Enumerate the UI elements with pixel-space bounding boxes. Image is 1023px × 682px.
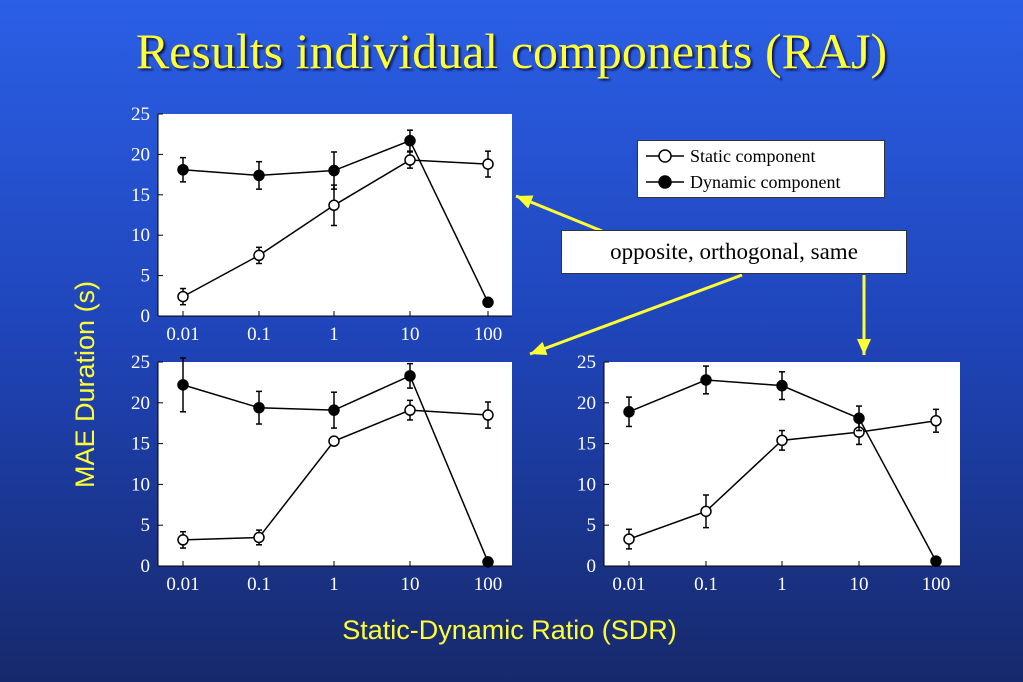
- filled-circle-marker-icon: [646, 175, 684, 189]
- data-point-dynamic: [253, 401, 265, 414]
- x-axis-label: Static-Dynamic Ratio (SDR): [0, 615, 1023, 646]
- data-point-static: [253, 531, 265, 544]
- data-point-dynamic: [930, 555, 942, 567]
- y-tick-label: 10: [577, 474, 596, 495]
- data-point-dynamic: [253, 169, 265, 182]
- y-tick-label: 0: [587, 556, 597, 577]
- legend-item-dynamic: Dynamic component: [644, 170, 840, 194]
- data-point-static: [482, 409, 494, 421]
- callout-arrows: [515, 194, 871, 356]
- data-point-static: [404, 404, 416, 416]
- data-point-dynamic: [404, 370, 416, 382]
- y-tick-label: 25: [577, 352, 596, 373]
- data-point-dynamic: [482, 556, 494, 568]
- y-tick-label: 20: [577, 393, 596, 414]
- data-point-static: [253, 249, 265, 262]
- x-tick-label: 0.01: [166, 574, 199, 595]
- y-tick-label: 20: [131, 144, 150, 165]
- data-point-dynamic: [482, 296, 494, 309]
- x-tick-label: 1: [329, 574, 339, 595]
- y-tick-label: 25: [131, 104, 150, 125]
- data-point-static: [482, 158, 494, 170]
- plot-area: [158, 362, 512, 566]
- x-tick-label: 0.1: [247, 324, 271, 345]
- y-tick-label: 5: [141, 266, 151, 287]
- data-point-dynamic: [853, 412, 865, 425]
- y-tick-label: 5: [587, 515, 597, 536]
- x-tick-label: 10: [401, 574, 420, 595]
- x-tick-label: 0.1: [247, 574, 271, 595]
- x-tick-label: 0.01: [166, 324, 199, 345]
- plot-area: [158, 114, 512, 316]
- arrow-to-bottom-left-head: [530, 341, 548, 355]
- data-point-static: [776, 434, 788, 447]
- y-tick-label: 5: [141, 515, 151, 536]
- x-tick-label: 1: [329, 324, 339, 345]
- y-tick-label: 10: [131, 474, 150, 495]
- data-point-static: [404, 154, 416, 166]
- callout-box: opposite, orthogonal, same: [561, 230, 907, 274]
- y-tick-label: 15: [131, 185, 150, 206]
- y-tick-label: 15: [577, 434, 596, 455]
- legend-dynamic-label: Dynamic component: [690, 171, 841, 192]
- x-tick-label: 10: [401, 324, 420, 345]
- x-tick-label: 1: [777, 574, 787, 595]
- data-point-dynamic: [700, 374, 712, 386]
- data-point-dynamic: [328, 404, 340, 416]
- legend: Static component Dynamic component: [637, 140, 885, 198]
- data-point-dynamic: [623, 406, 635, 418]
- data-point-static: [930, 415, 942, 427]
- y-tick-label: 15: [131, 434, 150, 455]
- x-tick-label: 10: [850, 574, 869, 595]
- y-tick-label: 25: [131, 352, 150, 373]
- y-tick-label: 10: [131, 225, 150, 246]
- slide-title: Results individual components (RAJ): [135, 23, 888, 79]
- data-point-dynamic: [177, 379, 189, 391]
- x-tick-label: 0.01: [612, 574, 645, 595]
- open-circle-marker-icon: [646, 149, 684, 163]
- x-tick-label: 0.1: [694, 574, 718, 595]
- data-point-dynamic: [776, 379, 788, 392]
- arrow-to-top-left-head: [516, 195, 534, 209]
- x-tick-label: 100: [922, 574, 951, 595]
- data-point-dynamic: [177, 164, 189, 176]
- data-point-dynamic: [328, 164, 340, 177]
- data-point-static: [623, 533, 635, 545]
- y-tick-label: 20: [131, 393, 150, 414]
- data-point-dynamic: [404, 134, 416, 147]
- data-point-static: [700, 505, 712, 518]
- legend-item-static: Static component: [644, 144, 815, 168]
- arrow-to-bottom-right-head: [857, 339, 871, 355]
- data-point-static: [328, 199, 340, 212]
- chart-panel-bottom-right: 0 5 10 15 20 25 0.01 0.1 1 10 100: [577, 352, 960, 595]
- y-tick-label: 0: [141, 306, 151, 327]
- y-tick-label: 0: [141, 556, 151, 577]
- chart-panel-top-left: 0 5 10 15 20 25 0.01 0.1 1 10 100: [131, 104, 512, 345]
- data-point-static: [328, 435, 340, 447]
- legend-static-label: Static component: [690, 145, 816, 166]
- x-tick-label: 100: [474, 574, 503, 595]
- x-tick-label: 100: [474, 324, 503, 345]
- data-point-static: [177, 290, 189, 303]
- arrow-to-bottom-left: [529, 273, 743, 356]
- chart-panel-bottom-left: 0 5 10 15 20 25 0.01 0.1 1 10 100: [131, 352, 512, 595]
- x-axis-label-text: Static-Dynamic Ratio (SDR): [342, 615, 677, 645]
- data-point-static: [177, 534, 189, 546]
